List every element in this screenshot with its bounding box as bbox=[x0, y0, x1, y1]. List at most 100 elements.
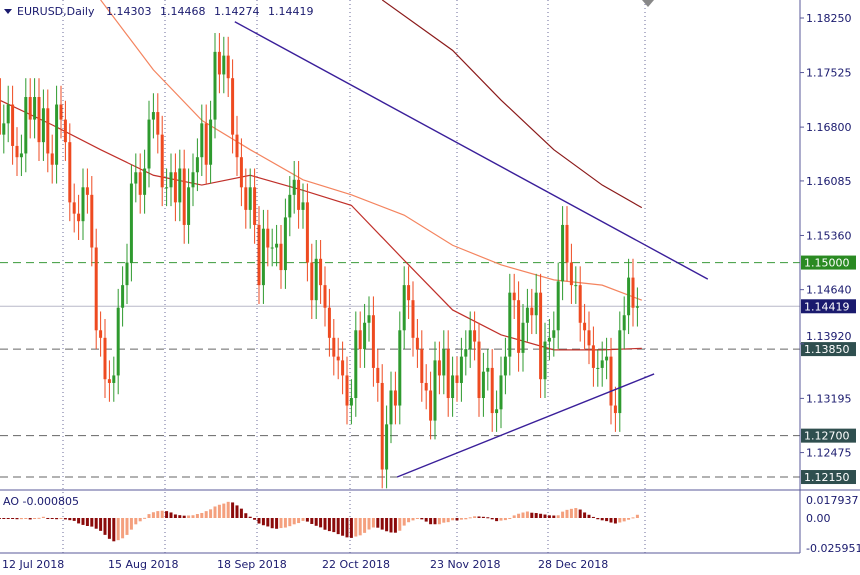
candle-body bbox=[371, 315, 375, 368]
ao-bar bbox=[59, 518, 63, 519]
ao-bar bbox=[336, 518, 340, 535]
ao-bar bbox=[415, 518, 419, 519]
ao-bar bbox=[499, 518, 503, 521]
candle-body bbox=[411, 300, 415, 338]
candle-body bbox=[301, 202, 305, 210]
ao-bar bbox=[578, 509, 582, 518]
ao-bar bbox=[15, 518, 19, 520]
y-tick-label: 1.15360 bbox=[806, 229, 852, 242]
candle-body bbox=[195, 157, 199, 173]
candle-body bbox=[37, 97, 41, 143]
candle-body bbox=[481, 371, 485, 399]
ao-bar bbox=[195, 514, 199, 518]
candle-body bbox=[415, 337, 419, 350]
ao-bar bbox=[442, 518, 446, 523]
candle-body bbox=[402, 285, 406, 331]
ao-bar bbox=[556, 515, 560, 518]
candle-body bbox=[213, 51, 217, 120]
ao-bar bbox=[574, 508, 578, 518]
ao-bar bbox=[222, 503, 226, 518]
candle-body bbox=[55, 104, 59, 165]
candle-body bbox=[569, 262, 573, 286]
candle-body bbox=[81, 187, 85, 222]
candle-body bbox=[420, 349, 424, 383]
candle-body bbox=[552, 330, 556, 338]
x-tick-label: 12 Jul 2018 bbox=[2, 558, 64, 571]
candle-body bbox=[490, 367, 494, 414]
candle-body bbox=[424, 382, 428, 391]
candle-body bbox=[248, 187, 252, 210]
ao-bar bbox=[248, 516, 252, 518]
candle-body bbox=[173, 172, 177, 203]
ao-bar bbox=[68, 518, 72, 521]
ao-bar bbox=[50, 518, 54, 519]
ao-bar bbox=[33, 518, 37, 519]
candle-body bbox=[468, 330, 472, 350]
candle-body bbox=[270, 247, 274, 249]
candle-body bbox=[11, 104, 15, 146]
ao-bar bbox=[446, 518, 450, 523]
ao-bar bbox=[376, 518, 380, 528]
candle-body bbox=[477, 341, 481, 399]
candle-body bbox=[354, 330, 358, 399]
candle-body bbox=[217, 51, 221, 75]
ao-bar bbox=[244, 513, 248, 518]
ao-bar bbox=[217, 504, 221, 518]
ao-bar bbox=[451, 518, 455, 521]
ao-bar bbox=[349, 518, 353, 538]
ao-bar bbox=[125, 518, 129, 535]
candle-body bbox=[495, 409, 499, 414]
candle-body bbox=[591, 345, 595, 368]
candle-body bbox=[631, 277, 635, 308]
ao-bar bbox=[94, 518, 98, 529]
price-level-badge bbox=[801, 470, 856, 485]
ao-bar bbox=[385, 518, 389, 532]
price-level-label: 1.12700 bbox=[804, 430, 850, 443]
ao-bar bbox=[618, 518, 622, 523]
ao-bar bbox=[173, 514, 177, 518]
ao-bar bbox=[63, 518, 67, 520]
ao-bar bbox=[310, 518, 314, 524]
candle-body bbox=[341, 360, 345, 376]
candle-body bbox=[517, 300, 521, 353]
ao-bar bbox=[477, 516, 481, 518]
ao-bar bbox=[11, 518, 15, 519]
ao-bar bbox=[332, 518, 336, 533]
candle-body bbox=[437, 360, 441, 376]
candle-body bbox=[279, 243, 283, 271]
candle-body bbox=[534, 292, 538, 316]
ao-bar bbox=[363, 518, 367, 533]
ao-bar bbox=[587, 514, 591, 518]
candle-body bbox=[429, 390, 433, 421]
ao-bar bbox=[235, 505, 239, 518]
candle-body bbox=[292, 179, 296, 195]
candle-body bbox=[112, 375, 116, 383]
candle-body bbox=[512, 292, 516, 301]
candle-body bbox=[600, 360, 604, 368]
ao-bar bbox=[129, 518, 133, 530]
candle-body bbox=[380, 382, 384, 470]
x-tick-label: 18 Sep 2018 bbox=[217, 558, 287, 571]
candle-body bbox=[99, 330, 103, 338]
ao-bar bbox=[134, 518, 138, 525]
dropdown-arrow-icon[interactable] bbox=[4, 9, 12, 14]
candle-body bbox=[178, 168, 182, 203]
candle-body bbox=[473, 330, 477, 342]
ao-bar bbox=[204, 511, 208, 518]
ao-bar bbox=[28, 518, 32, 520]
candle-body bbox=[46, 108, 50, 154]
candle-body bbox=[574, 285, 578, 287]
candle-body bbox=[613, 405, 617, 414]
candle-body bbox=[547, 337, 551, 342]
candle-body bbox=[459, 356, 463, 383]
candle-body bbox=[204, 123, 208, 165]
candle-body bbox=[627, 277, 631, 316]
ao-bar bbox=[24, 518, 28, 519]
chart-shift-marker-icon[interactable] bbox=[642, 0, 654, 7]
ao-bar bbox=[314, 518, 318, 526]
ao-bar bbox=[609, 518, 613, 523]
candle-body bbox=[393, 390, 397, 406]
candle-body bbox=[209, 119, 213, 165]
